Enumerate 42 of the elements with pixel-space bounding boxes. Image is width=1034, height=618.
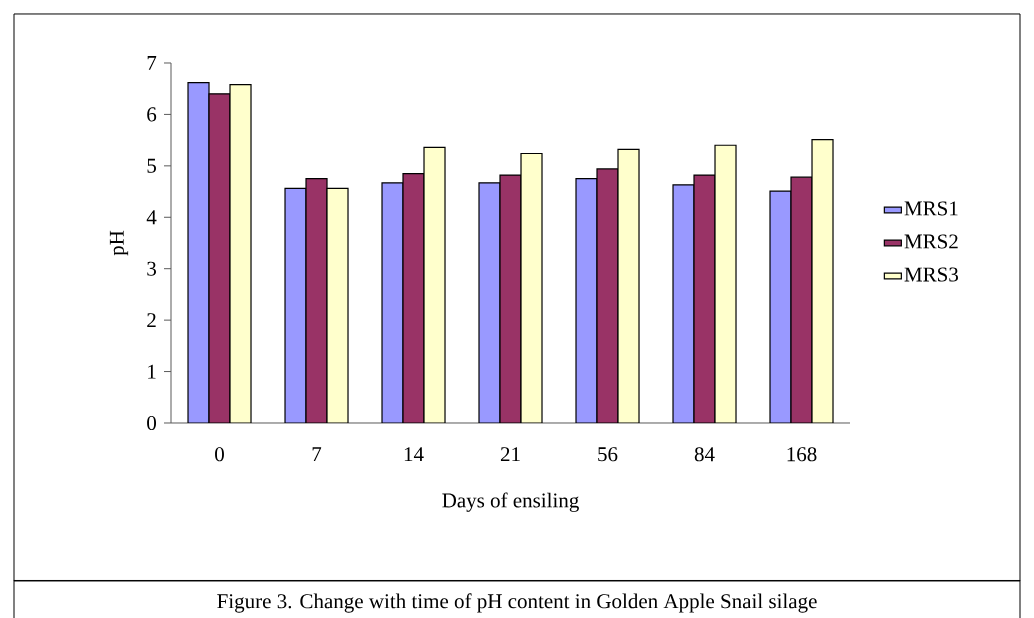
bar: [381, 182, 404, 423]
bar: [305, 178, 328, 423]
x-tick-label: 84: [694, 447, 715, 462]
bar: [596, 168, 619, 423]
bar: [499, 174, 522, 423]
x-tick-label: 168: [787, 447, 817, 462]
bar: [672, 184, 695, 423]
bar: [187, 81, 210, 423]
legend-label: MRS3: [904, 267, 958, 282]
x-tick-label: 0: [215, 447, 224, 462]
y-tick-label: 1: [148, 364, 156, 379]
bar: [520, 152, 543, 423]
bar: [790, 176, 813, 423]
y-tick-label: 3: [147, 261, 156, 276]
bar: [208, 93, 231, 423]
x-tick-label: 14: [404, 447, 424, 462]
legend-label: MRS1: [904, 201, 958, 216]
y-tick-label: 6: [147, 107, 157, 122]
bar: [714, 144, 737, 423]
y-tick-label: 2: [147, 313, 156, 328]
bar: [402, 172, 425, 423]
y-tick-label: 0: [147, 415, 157, 431]
y-tick-label: 7: [147, 56, 157, 70]
x-tick-label: 56: [598, 447, 618, 462]
y-tick-label: 4: [146, 210, 157, 225]
bar: [478, 182, 501, 423]
bar: [693, 174, 716, 423]
legend-label: MRS2: [904, 234, 958, 249]
bar: [229, 83, 252, 423]
bar: [284, 187, 307, 423]
bar: [575, 178, 598, 423]
bar: [769, 190, 792, 423]
bar: [617, 148, 640, 423]
bar: [811, 139, 834, 423]
x-axis-title: Days of ensiling: [442, 492, 579, 512]
caption: Figure 3. Change with time of pH content in Golden Apple Snail silage: [217, 593, 817, 613]
x-tick-label: 7: [312, 447, 322, 461]
y-axis-title: pH: [109, 230, 129, 256]
bar: [423, 146, 446, 423]
bar: [326, 187, 349, 423]
x-tick-label: 21: [500, 447, 520, 462]
y-tick-label: 5: [147, 158, 156, 173]
